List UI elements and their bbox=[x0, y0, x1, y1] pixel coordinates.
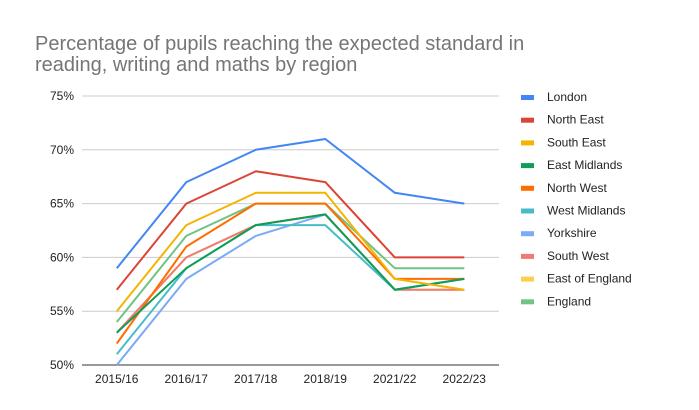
legend-label-england: England bbox=[547, 294, 591, 308]
y-tick-label: 70% bbox=[50, 143, 74, 157]
legend-swatch-yorkshire bbox=[521, 231, 534, 237]
y-tick-label: 75% bbox=[50, 89, 74, 103]
x-tick-label: 2016/17 bbox=[165, 372, 209, 386]
series-line-england bbox=[116, 202, 465, 323]
legend-swatch-england bbox=[521, 299, 534, 305]
x-tick-label: 2022/23 bbox=[443, 372, 487, 386]
legend-label-south-west: South West bbox=[547, 249, 609, 263]
y-tick-label: 65% bbox=[50, 197, 74, 211]
legend-label-west-midlands: West Midlands bbox=[547, 204, 625, 218]
legend-label-east-of-england: East of England bbox=[547, 272, 632, 286]
legend-swatch-north-west bbox=[521, 185, 534, 191]
x-tick-label: 2017/18 bbox=[234, 372, 278, 386]
series-line-north-west bbox=[115, 202, 465, 345]
legend-swatch-west-midlands bbox=[521, 208, 534, 214]
grid-lines bbox=[82, 95, 499, 366]
series-line-east-midlands bbox=[116, 213, 465, 334]
legend-label-east-midlands: East Midlands bbox=[547, 158, 622, 172]
legend-swatch-east-midlands bbox=[521, 163, 534, 169]
legend-swatch-north-east bbox=[521, 117, 534, 123]
chart-title: Percentage of pupils reaching the expect… bbox=[35, 33, 525, 76]
y-tick-label: 60% bbox=[50, 250, 74, 264]
x-tick-label: 2021/22 bbox=[373, 372, 417, 386]
x-axis-ticks: 2015/16 2016/17 2017/18 2018/19 2021/22 2022/… bbox=[95, 372, 486, 386]
y-tick-label: 50% bbox=[50, 358, 74, 372]
legend-swatch-london bbox=[521, 95, 534, 100]
legend-label-north-east: North East bbox=[547, 113, 604, 127]
series-line-east-of-england bbox=[116, 213, 465, 334]
legend-label-london: London bbox=[547, 90, 587, 104]
x-tick-label: 2018/19 bbox=[304, 372, 348, 386]
legend-label-south-east: South East bbox=[547, 135, 606, 149]
y-axis-ticks: 50% 55% 60% 65% 70% 75% bbox=[50, 89, 74, 372]
legend: London North East South East East Midlands N… bbox=[521, 90, 632, 308]
y-tick-label: 55% bbox=[50, 304, 74, 318]
series-line-south-east bbox=[116, 191, 465, 312]
series-line-london bbox=[116, 138, 465, 269]
legend-swatch-south-east bbox=[521, 140, 534, 146]
x-tick-label: 2015/16 bbox=[95, 372, 139, 386]
legend-label-north-west: North West bbox=[547, 181, 607, 195]
legend-label-yorkshire: Yorkshire bbox=[547, 226, 597, 240]
legend-swatch-south-west bbox=[521, 253, 534, 259]
series-line-north-east bbox=[116, 170, 465, 291]
series-line-south-west bbox=[116, 213, 465, 334]
legend-swatch-east-of-england bbox=[521, 276, 534, 282]
series-lines bbox=[115, 138, 465, 366]
